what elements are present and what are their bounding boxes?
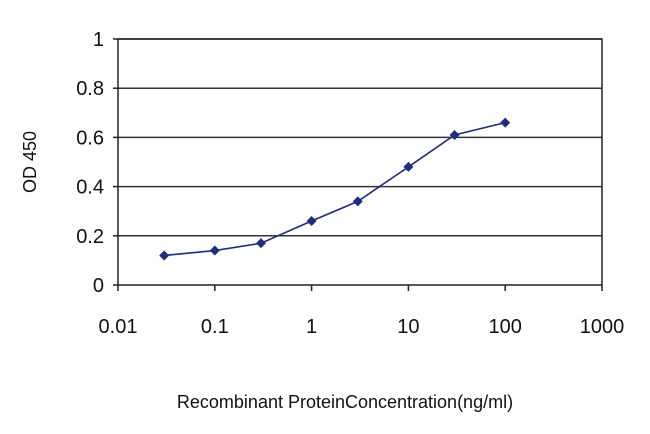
data-point	[255, 238, 266, 249]
y-tick-label: 0.6	[76, 127, 104, 149]
data-point	[209, 245, 220, 256]
data-point	[352, 196, 363, 207]
data-point	[159, 250, 170, 261]
y-tick-label: 1	[93, 29, 104, 51]
y-tick-label: 0.8	[76, 78, 104, 100]
x-tick-label: 0.01	[99, 316, 138, 338]
x-axis-title: Recombinant ProteinConcentration(ng/ml)	[177, 392, 513, 412]
data-point	[500, 117, 511, 128]
data-point	[403, 161, 414, 172]
y-tick-label: 0	[93, 275, 104, 297]
x-tick-label: 1000	[580, 316, 625, 338]
x-tick-label: 0.1	[201, 316, 229, 338]
y-tick-label: 0.2	[76, 226, 104, 248]
y-axis-title: OD 450	[20, 131, 40, 193]
axis-ticks: 0 0.2 0.4 0.6 0.8 1 0.01 0.1 1 10 100 1000	[76, 29, 624, 338]
plot-area	[117, 38, 603, 286]
x-tick-label: 1	[306, 316, 317, 338]
series-layer	[159, 117, 511, 261]
gridlines	[118, 38, 602, 237]
y-tick-label: 0.4	[76, 177, 104, 199]
x-tick-label: 100	[489, 316, 522, 338]
series-line	[164, 121, 506, 257]
data-point	[306, 216, 317, 227]
x-tick-label: 10	[397, 316, 419, 338]
data-point	[449, 129, 460, 140]
